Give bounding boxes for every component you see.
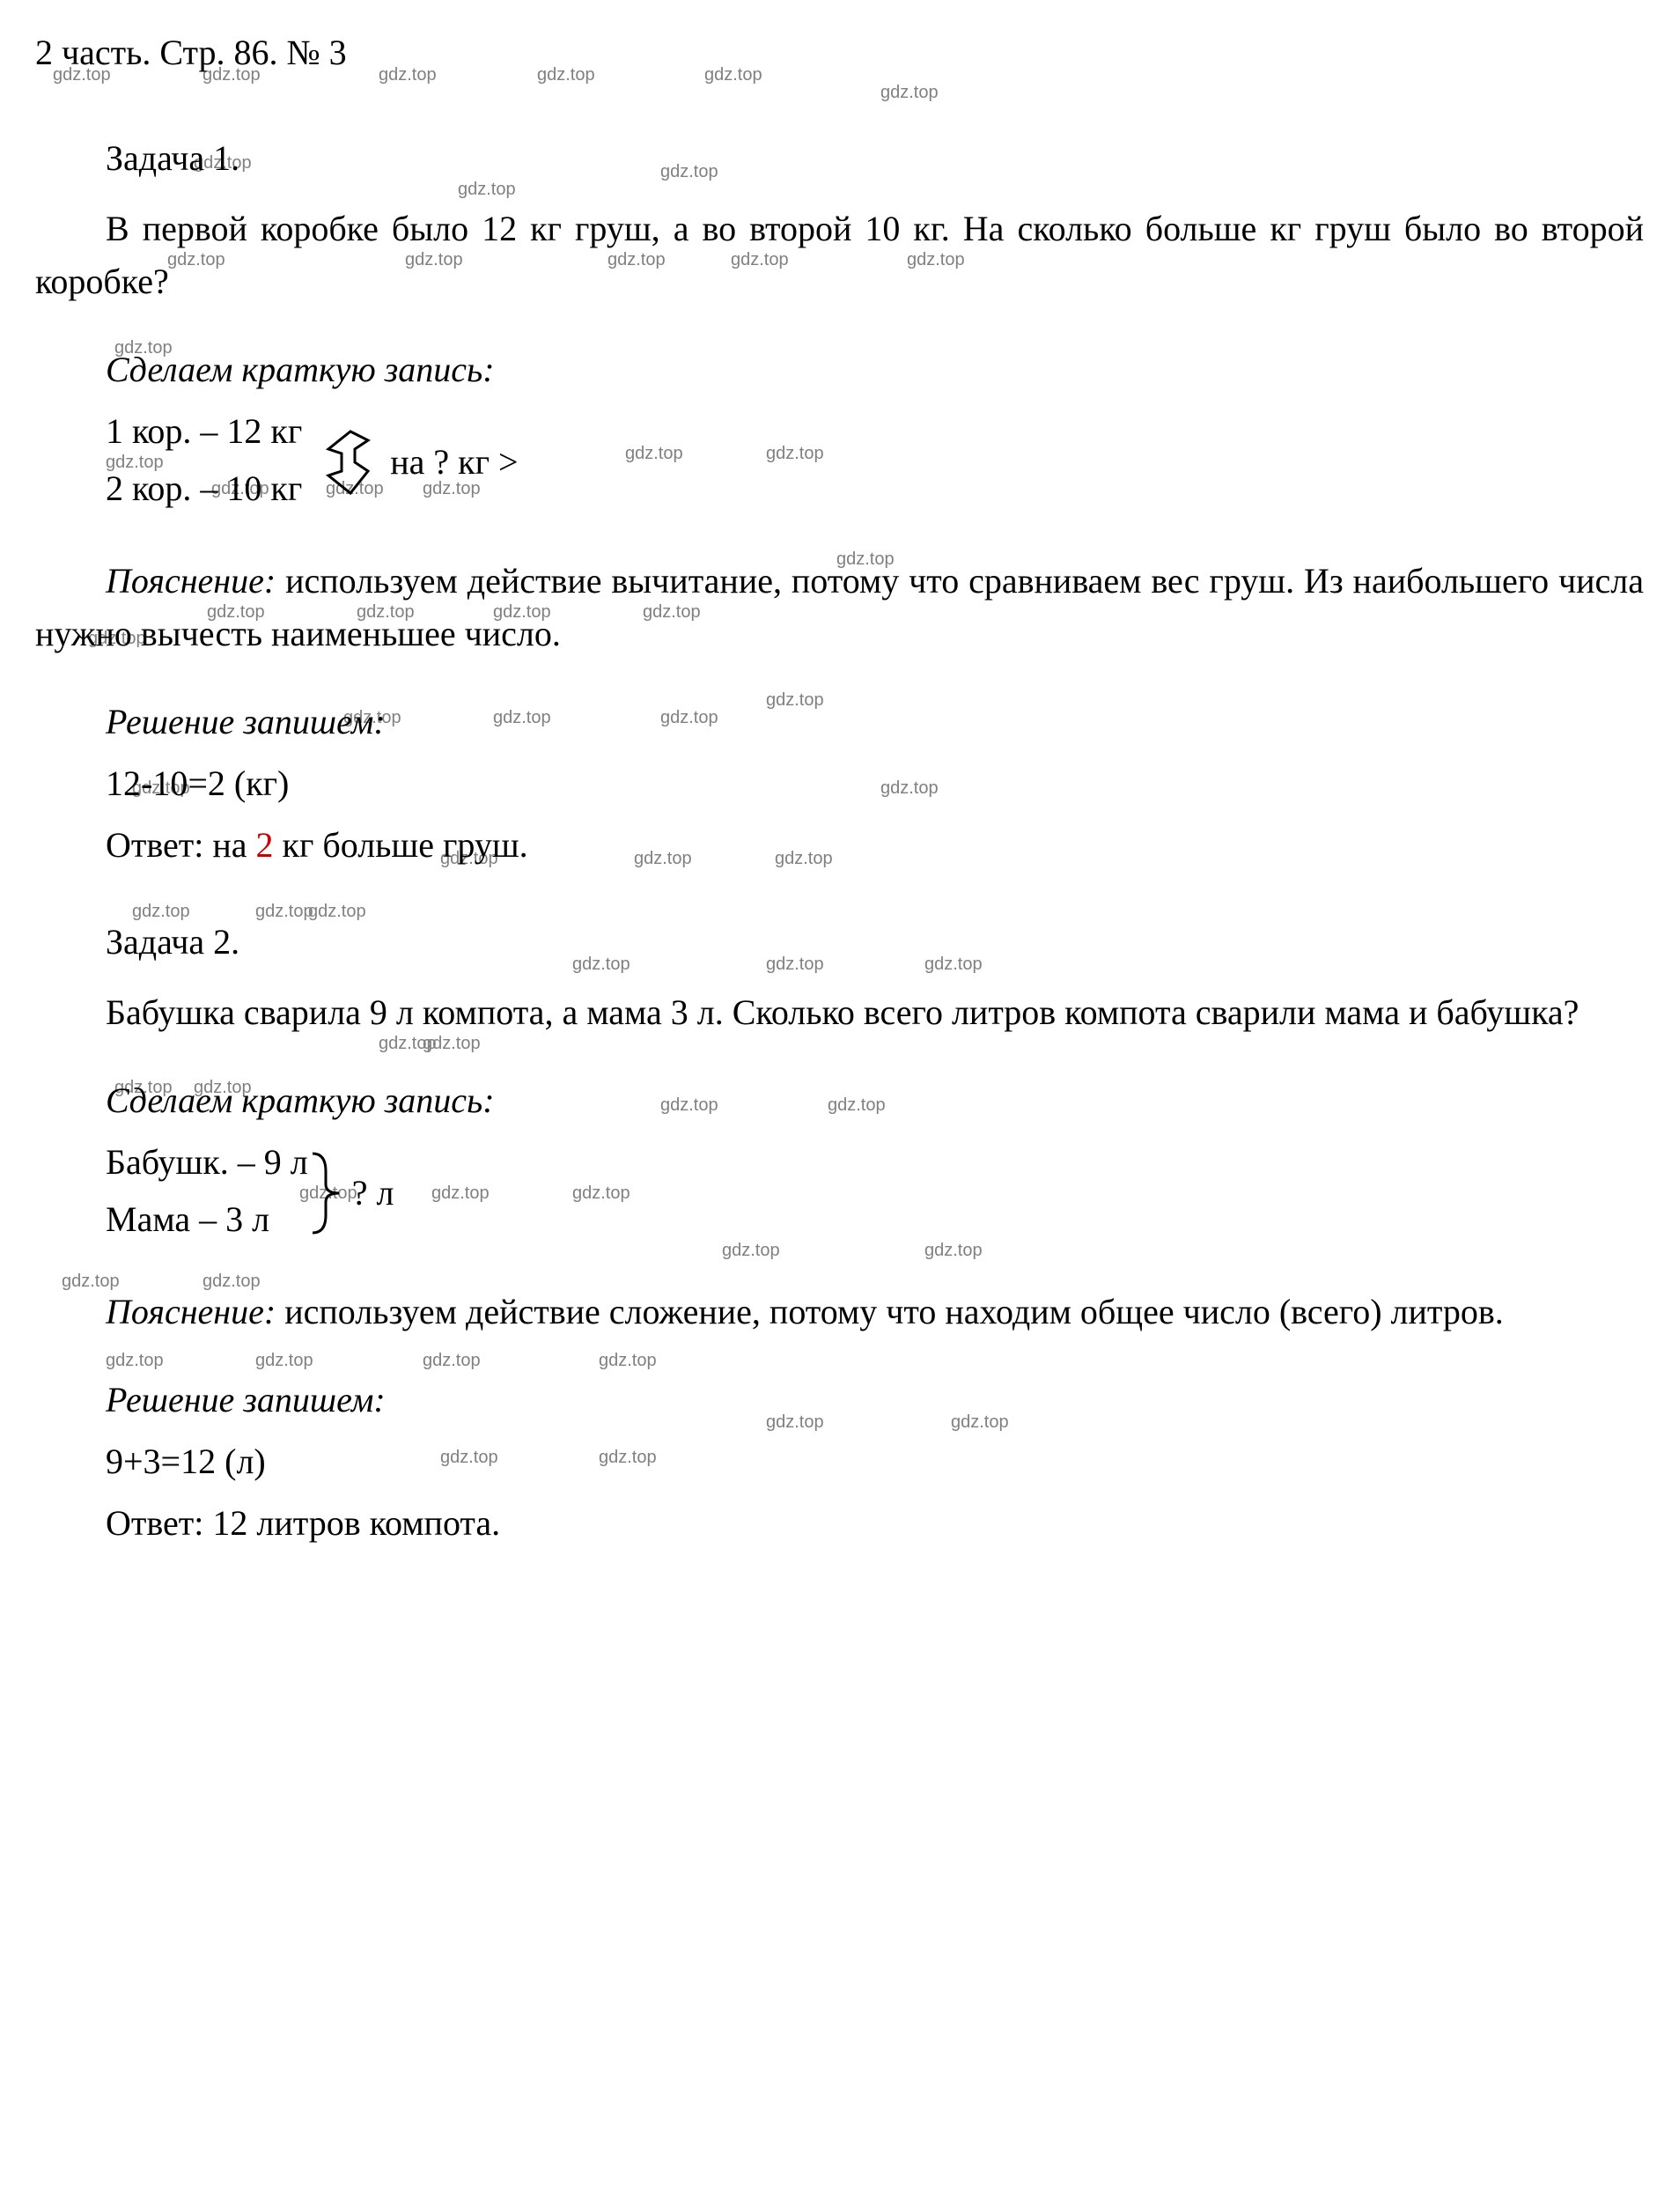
explanation-text: используем действие вычитание, потому чт… (35, 561, 1644, 653)
answer-prefix: Ответ: на (106, 825, 256, 865)
task-1-short-record: 1 кор. – 12 кг 2 кор. – 10 кг на ? кг > (106, 405, 1644, 520)
task-2-solution: 9+3=12 (л) (35, 1435, 1644, 1488)
task-2-short-record-label: Сделаем краткую запись: (35, 1074, 1644, 1127)
curly-brace-icon (308, 1149, 343, 1237)
task-1-solution-label: Решение запишем: (35, 696, 1644, 748)
task-1-title: Задача 1. (35, 132, 1644, 185)
explanation-text: используем действие сложение, потому что… (276, 1292, 1504, 1331)
task-1: Задача 1. В первой коробке было 12 кг гр… (35, 132, 1644, 872)
double-arrow-icon (320, 427, 372, 498)
answer-suffix: кг больше груш. (274, 825, 528, 865)
record-line-1: Бабушк. – 9 л (106, 1136, 308, 1189)
task-2-problem: Бабушка сварила 9 л компота, а мама 3 л.… (35, 986, 1644, 1039)
record-line-2: 2 кор. – 10 кг (106, 462, 302, 515)
explanation-label: Пояснение: (106, 1292, 276, 1331)
answer-highlight: 2 (256, 825, 274, 865)
task-1-solution: 12-10=2 (кг) (35, 757, 1644, 810)
task-2-short-record: Бабушк. – 9 л Мама – 3 л ? л (106, 1136, 1644, 1250)
task-2: Задача 2. Бабушка сварила 9 л компота, а… (35, 916, 1644, 1550)
task-2-answer: Ответ: 12 литров компота. (35, 1497, 1644, 1550)
task-2-title: Задача 2. (35, 916, 1644, 969)
task-1-problem: В первой коробке было 12 кг груш, а во в… (35, 203, 1644, 308)
task-2-solution-label: Решение запишем: (35, 1374, 1644, 1427)
header-text: 2 часть. Стр. 86. № 3 (35, 33, 347, 72)
task-1-short-record-label: Сделаем краткую запись: (35, 343, 1644, 396)
task-1-answer: Ответ: на 2 кг больше груш. (35, 819, 1644, 872)
record-line-2: Мама – 3 л (106, 1193, 308, 1246)
brace-result: ? л (352, 1167, 394, 1220)
comparison-text: на ? кг > (390, 436, 518, 489)
task-2-explanation: Пояснение: используем действие сложение,… (35, 1286, 1644, 1338)
record-line-1: 1 кор. – 12 кг (106, 405, 302, 458)
task-1-explanation: Пояснение: используем действие вычитание… (35, 555, 1644, 660)
explanation-label: Пояснение: (106, 561, 276, 601)
page-header: 2 часть. Стр. 86. № 3 (35, 26, 1644, 79)
